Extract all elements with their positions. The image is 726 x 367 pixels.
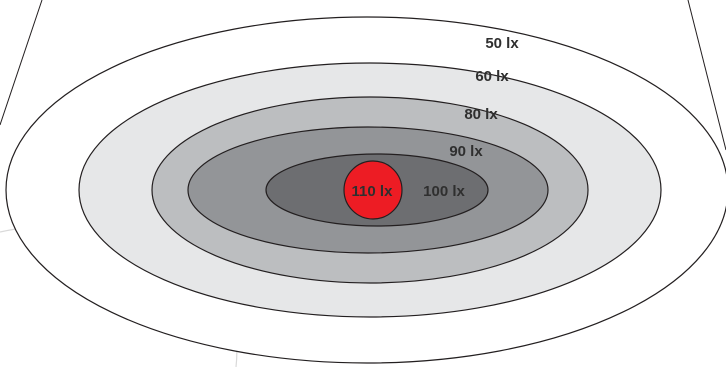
zone-80-label: 80 lx (464, 106, 498, 123)
zone-90-label: 90 lx (449, 143, 483, 160)
zone-60-label: 60 lx (475, 68, 509, 85)
center-label: 110 lx (352, 183, 394, 200)
cone-edge-left (0, 0, 43, 126)
cone-edge-right (687, 0, 726, 151)
zone-100-label: 100 lx (423, 183, 465, 200)
center-spot (343, 160, 403, 220)
zone-50-label: 50 lx (485, 35, 519, 52)
